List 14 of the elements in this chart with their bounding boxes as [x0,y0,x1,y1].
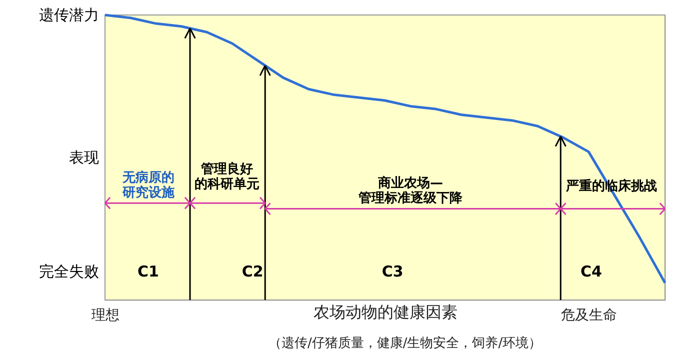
annotation: C1 [138,262,159,280]
annotation: C4 [580,262,602,280]
annotation: 管理良好的科研单元 [194,160,260,192]
annotation: 商业农场—管理标准逐级下降 [357,175,464,206]
x-tick-label: 理想 [92,308,120,324]
annotation: C2 [242,262,264,280]
annotation: 无病原的研究设施 [121,169,176,200]
text: 完全失败 [39,262,99,280]
text: 表现 [69,148,99,166]
text: 遗传潜力 [39,6,99,24]
x-tick-label: 危及生命 [561,308,618,324]
annotation: C3 [382,262,404,280]
x-axis-title: 农场动物的健康因素 [314,302,458,322]
text: （遗传/仔猪质量，健康/生物安全，饲养/环境） [268,335,542,351]
